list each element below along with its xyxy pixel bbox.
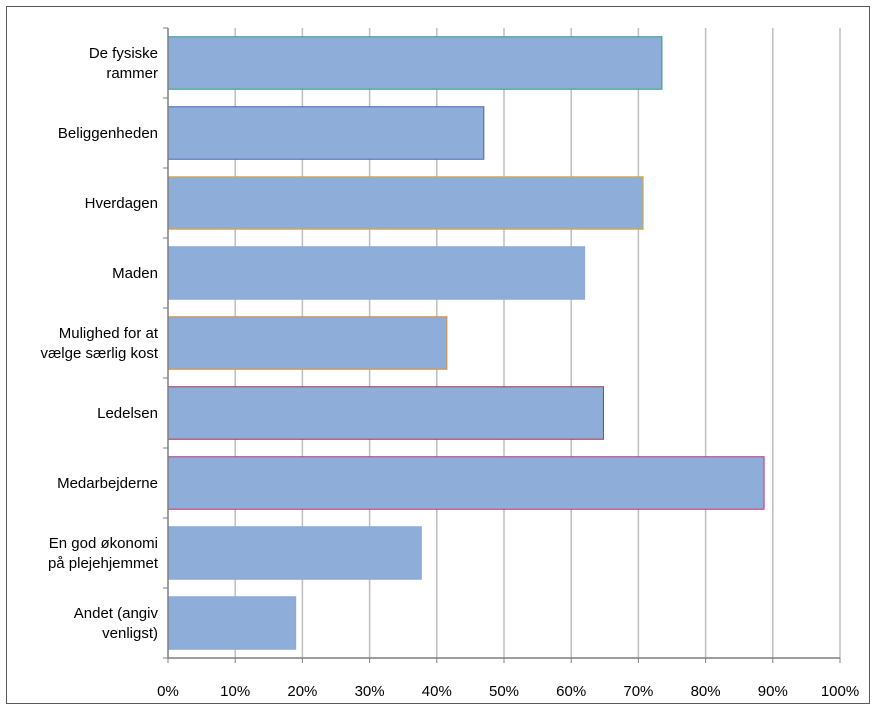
x-tick-label: 30% — [355, 683, 385, 700]
bar — [167, 246, 586, 300]
category-label: Beliggenheden — [58, 125, 158, 142]
category-labels: De fysiske rammer Beliggenheden Hverdagen Ma… — [40, 45, 158, 642]
category-label: Maden — [112, 265, 158, 282]
category-label: En god økonomi på plejehjemmet — [48, 535, 159, 572]
axis — [163, 27, 841, 663]
x-tick-label: 100% — [821, 683, 859, 700]
x-tick-label: 70% — [623, 683, 653, 700]
x-tick-label: 40% — [422, 683, 452, 700]
category-label: Mulighed for at vælge særlig kost — [40, 325, 158, 362]
bar — [167, 526, 422, 580]
bar — [167, 176, 644, 230]
category-label: De fysiske rammer — [89, 45, 158, 82]
x-tick-label: 60% — [556, 683, 586, 700]
category-label: Ledelsen — [97, 405, 158, 422]
bars — [167, 36, 765, 650]
x-tick-label: 80% — [691, 683, 721, 700]
bar — [167, 36, 663, 90]
category-label: Hverdagen — [85, 195, 158, 212]
x-tick-label: 10% — [220, 683, 250, 700]
tick-labels: 0% 10% 20% 30% 40% 50% 60% 70% 80% 90% 100% — [157, 683, 859, 700]
bar — [167, 386, 604, 440]
x-tick-label: 90% — [758, 683, 788, 700]
bar — [167, 456, 765, 510]
bar — [167, 596, 297, 650]
category-label: Andet (angiv venligst) — [74, 605, 159, 642]
x-tick-label: 50% — [489, 683, 519, 700]
x-tick-label: 20% — [287, 683, 317, 700]
bar — [167, 106, 485, 160]
category-label: Medarbejderne — [57, 475, 158, 492]
bar — [167, 316, 448, 370]
x-tick-label: 0% — [157, 683, 179, 700]
